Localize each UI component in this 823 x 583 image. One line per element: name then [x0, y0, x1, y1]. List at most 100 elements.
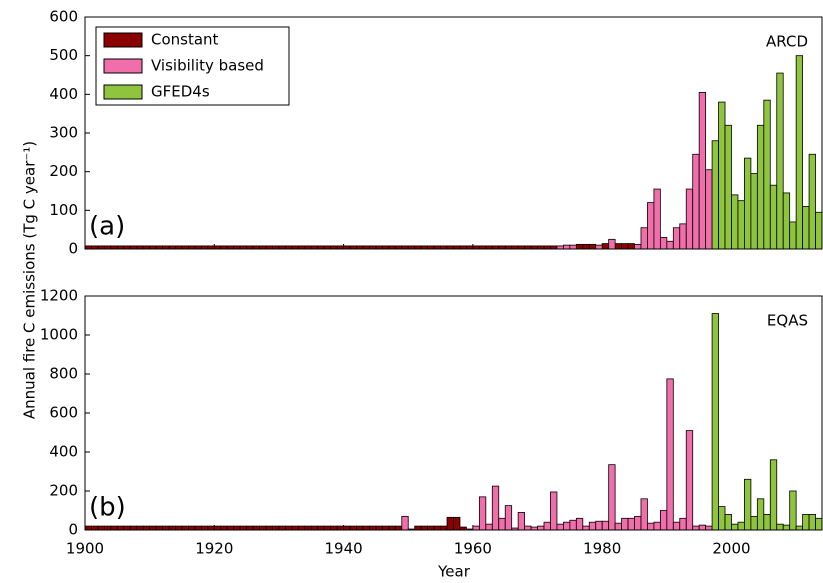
bar: [782, 524, 791, 530]
bar: [614, 522, 622, 530]
bar: [666, 378, 674, 530]
bar: [782, 192, 791, 249]
bar: [588, 243, 597, 249]
bar: [614, 243, 622, 249]
bar: [239, 525, 248, 530]
bar: [524, 525, 532, 530]
bar: [750, 173, 758, 249]
bar: [349, 525, 357, 530]
bar: [718, 101, 726, 249]
x-axis-label: Year: [437, 563, 471, 581]
bar: [621, 517, 629, 530]
bar: [802, 206, 810, 249]
bar: [718, 506, 726, 530]
bar: [136, 525, 144, 530]
bar: [336, 525, 344, 530]
bar: [621, 243, 629, 249]
bar: [220, 525, 228, 530]
bar: [653, 188, 661, 249]
bar: [795, 55, 804, 249]
y-tick-label: 1200: [40, 287, 78, 305]
y-tick-label: 300: [49, 124, 78, 142]
bar: [472, 525, 480, 530]
bar: [440, 525, 448, 530]
bar: [265, 525, 273, 530]
bar: [369, 525, 377, 530]
legend-label: Constant: [151, 31, 219, 49]
bar: [601, 520, 610, 530]
bar: [698, 92, 707, 249]
bar: [731, 523, 739, 530]
bar: [711, 313, 719, 530]
bar: [323, 525, 332, 530]
bar: [789, 221, 797, 249]
bar: [556, 523, 564, 530]
legend-label: GFED4s: [151, 83, 210, 101]
region-label: EQAS: [767, 312, 808, 330]
bar: [608, 238, 616, 249]
y-tick-label: 200: [49, 482, 78, 500]
bar: [401, 515, 409, 530]
bar: [420, 525, 429, 530]
bar: [304, 525, 312, 530]
bar: [634, 515, 642, 530]
bar: [724, 514, 732, 530]
bar: [705, 525, 713, 530]
bar: [478, 496, 487, 530]
panel-label: (a): [89, 212, 125, 242]
bar: [123, 525, 131, 530]
bar: [142, 525, 151, 530]
bar: [291, 525, 299, 530]
y-axis-label: Annual fire C emissions (Tg C year⁻¹): [21, 141, 39, 419]
bar: [116, 525, 125, 530]
bar: [595, 244, 603, 249]
bar: [808, 514, 816, 530]
bar: [588, 521, 597, 530]
bar: [330, 525, 338, 530]
plot-area: [85, 313, 822, 530]
bar: [85, 525, 92, 530]
bar: [446, 516, 454, 530]
y-tick-label: 200: [49, 162, 78, 180]
bar: [207, 525, 215, 530]
bar: [569, 244, 577, 249]
x-tick-label: 1900: [66, 540, 104, 558]
bar: [737, 521, 745, 530]
bar: [343, 525, 351, 530]
bar: [647, 522, 655, 530]
bar: [226, 525, 235, 530]
x-tick-label: 1960: [454, 540, 492, 558]
plot-frame: [84, 295, 823, 531]
plot-frame: [84, 16, 823, 250]
bar: [381, 525, 390, 530]
bar: [168, 525, 176, 530]
bar: [485, 523, 493, 530]
y-tick-label: 100: [49, 201, 78, 219]
bar: [776, 523, 784, 530]
bar: [595, 520, 603, 530]
panel-label: (b): [89, 493, 126, 523]
bar: [297, 525, 306, 530]
bar: [149, 525, 157, 530]
legend-swatch: [103, 32, 143, 48]
y-tick-label: 600: [49, 404, 78, 422]
bar: [213, 525, 222, 530]
bar: [394, 525, 403, 530]
bar: [537, 525, 545, 530]
bar: [659, 510, 668, 530]
bar: [310, 525, 319, 530]
bar: [582, 525, 590, 530]
bar: [272, 525, 280, 530]
bar: [582, 243, 590, 249]
bar: [763, 99, 771, 249]
bar: [815, 211, 822, 249]
bar: [317, 525, 325, 530]
y-tick-label: 800: [49, 365, 78, 383]
bar: [459, 526, 467, 530]
bar: [356, 525, 364, 530]
plot-area: [85, 55, 822, 249]
y-tick-label: 400: [49, 443, 78, 461]
bar: [769, 459, 778, 530]
bar: [756, 124, 765, 249]
bar: [278, 525, 286, 530]
